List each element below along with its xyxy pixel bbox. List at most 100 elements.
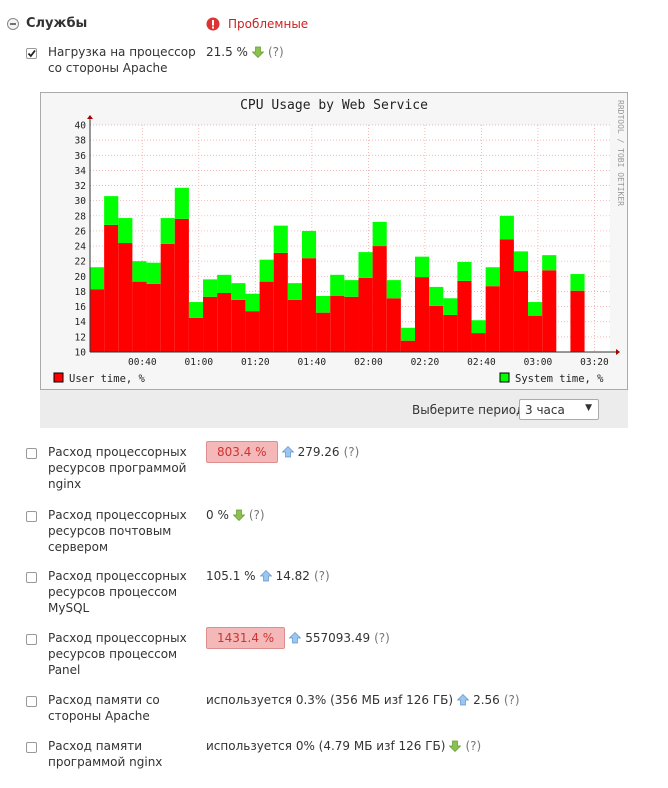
checkbox[interactable] bbox=[26, 696, 37, 707]
section-title: Службы bbox=[26, 16, 88, 31]
bar-segment bbox=[245, 293, 260, 312]
bar-segment bbox=[471, 320, 486, 334]
bar-segment bbox=[542, 270, 557, 352]
help[interactable]: (?) bbox=[267, 45, 284, 59]
status-text: Проблемные bbox=[228, 17, 309, 31]
checkbox[interactable] bbox=[26, 742, 37, 753]
checkbox[interactable] bbox=[26, 48, 37, 59]
period-value: 3 часа bbox=[525, 403, 565, 417]
item-label: Нагрузка на процессор со стороны Apache bbox=[48, 44, 196, 76]
bar-segment bbox=[174, 187, 189, 219]
bar-segment bbox=[485, 267, 500, 287]
help[interactable]: (?) bbox=[374, 631, 390, 645]
checkbox[interactable] bbox=[26, 634, 37, 645]
label-line: стороны Apache bbox=[48, 709, 150, 723]
label-line: программой nginx bbox=[48, 755, 163, 769]
help[interactable]: (?) bbox=[465, 739, 482, 753]
bar-segment bbox=[429, 305, 444, 352]
label-line: nginx bbox=[48, 477, 82, 491]
trend-up bbox=[281, 446, 294, 458]
y-tick-label: 30 bbox=[75, 196, 87, 207]
help[interactable]: (?) bbox=[343, 445, 360, 459]
bar-segment bbox=[429, 286, 444, 306]
item-label: Расход процессорных ресурсов программой ng… bbox=[48, 444, 187, 492]
bar-segment bbox=[118, 243, 133, 352]
item-label: Расход процессорных ресурсов процессом Pan… bbox=[48, 630, 187, 678]
bar-segment bbox=[358, 252, 373, 278]
checkbox[interactable] bbox=[26, 572, 37, 583]
bar-segment bbox=[542, 255, 557, 271]
item-label: Расход процессорных ресурсов процессом MyS… bbox=[48, 568, 187, 616]
x-tick-label: 02:20 bbox=[411, 357, 440, 368]
bar-segment bbox=[174, 218, 189, 352]
delta: 14.82 bbox=[275, 569, 310, 583]
bar-segment bbox=[160, 243, 175, 352]
legend-swatch bbox=[499, 372, 510, 383]
axis-arrow bbox=[87, 115, 93, 119]
label-line: Нагрузка на процессор bbox=[48, 45, 196, 59]
bar-segment bbox=[104, 224, 119, 352]
label-line: Расход памяти bbox=[48, 739, 143, 753]
item-value: 1431.4 % 557093.49 (?) bbox=[206, 625, 390, 651]
bar-segment bbox=[372, 246, 387, 352]
x-tick-label: 01:00 bbox=[184, 357, 213, 368]
bar-segment bbox=[217, 274, 232, 293]
legend-swatch bbox=[53, 372, 64, 383]
help[interactable]: (?) bbox=[313, 569, 330, 583]
help[interactable]: (?) bbox=[503, 693, 520, 707]
item-row: Расход процессорных ресурсов программой ng… bbox=[0, 441, 668, 494]
watermark: RRDTOOL / TOBI OETIKER bbox=[616, 100, 625, 206]
bar-segment bbox=[330, 296, 345, 352]
y-tick-label: 22 bbox=[75, 257, 86, 268]
trend-down bbox=[232, 509, 245, 521]
trend-down bbox=[251, 46, 264, 58]
y-tick-label: 36 bbox=[75, 151, 87, 162]
checkbox[interactable] bbox=[26, 511, 37, 522]
collapse-icon[interactable] bbox=[7, 18, 19, 30]
item-row: Расход памяти программой nginx используетс… bbox=[0, 738, 668, 788]
bar-segment bbox=[570, 290, 585, 352]
checkbox[interactable] bbox=[26, 448, 37, 459]
y-tick-label: 10 bbox=[75, 348, 87, 359]
y-tick-label: 20 bbox=[75, 272, 87, 283]
bar-segment bbox=[301, 258, 317, 352]
help[interactable]: (?) bbox=[248, 508, 265, 522]
item-label: Расход памяти программой nginx bbox=[48, 738, 162, 770]
item-value: 0 % (?) bbox=[206, 507, 265, 523]
y-tick-label: 38 bbox=[75, 136, 87, 147]
bar-segment bbox=[316, 312, 331, 352]
bar-segment bbox=[485, 286, 500, 352]
bar-segment bbox=[528, 315, 543, 352]
item-row: Расход процессорных ресурсов почтовым серв… bbox=[0, 507, 668, 557]
period-select[interactable]: 3 часа ▼ bbox=[519, 399, 599, 420]
bar-segment bbox=[372, 221, 387, 247]
bar-segment bbox=[457, 280, 472, 352]
item-label: Расход памяти со стороны Apache bbox=[48, 692, 160, 724]
bar-segment bbox=[443, 314, 458, 352]
label-line: MySQL bbox=[48, 601, 90, 615]
bar-segment bbox=[457, 261, 472, 281]
bar-segment bbox=[499, 215, 514, 240]
label-line: Расход процессорных bbox=[48, 631, 187, 645]
label-line: ресурсов процессом bbox=[48, 647, 178, 661]
item-value: 803.4 % 279.26 (?) bbox=[206, 439, 359, 465]
bar-segment bbox=[443, 298, 458, 315]
x-tick-label: 02:00 bbox=[354, 357, 383, 368]
bar-segment bbox=[90, 267, 105, 290]
page: Службы Проблемные CPU Usage by Web Servi… bbox=[0, 16, 668, 769]
delta: 557093.49 bbox=[305, 631, 371, 645]
label-line: Расход процессорных bbox=[48, 508, 187, 522]
bar-segment bbox=[400, 327, 415, 341]
item-value: используется 0% (4.79 МБ изf 126 ГБ) (?) bbox=[206, 738, 481, 754]
bar-segment bbox=[358, 277, 373, 352]
x-tick-label: 02:40 bbox=[467, 357, 496, 368]
y-tick-label: 16 bbox=[75, 302, 87, 313]
bar-segment bbox=[132, 261, 147, 282]
bar-segment bbox=[513, 271, 529, 352]
bar-segment bbox=[316, 296, 331, 313]
bar-segment bbox=[146, 283, 161, 352]
bar-segment bbox=[273, 252, 288, 352]
y-tick-label: 26 bbox=[75, 226, 87, 237]
bar-segment bbox=[118, 218, 133, 244]
status-icon bbox=[206, 17, 220, 31]
